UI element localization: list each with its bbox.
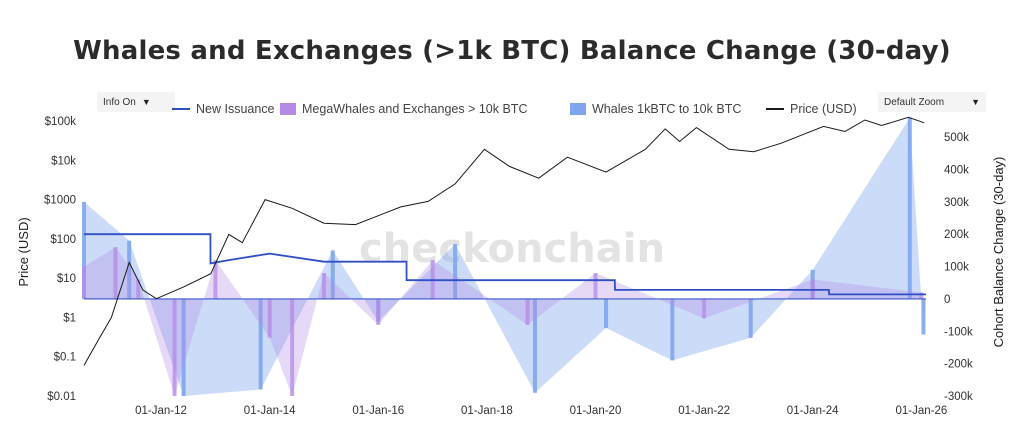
watermark: checkonchain [359, 226, 665, 272]
y-right-axis: 500k 400k 300k 200k 100k 0 -100k -200k -300k [944, 132, 973, 403]
whales-area-fill [84, 117, 924, 396]
whales-area-spike-7 [532, 298, 537, 393]
y-right-tick-label: 400k [944, 165, 969, 177]
x-tick-label: 01-Jan-16 [352, 405, 404, 417]
y-right-axis-title: Cohort Balance Change (30-day) [991, 157, 1006, 348]
legend-entry: Price (USD) [790, 102, 857, 116]
whales-area-spike-12 [907, 117, 912, 299]
y-left-tick-label: $10 [57, 273, 76, 285]
mega-area-spike-0 [82, 266, 86, 299]
y-left-tick-label: $0.1 [54, 352, 76, 364]
info-toggle-label: Info On [103, 96, 136, 108]
whales-area-spike-2 [181, 298, 186, 396]
series-new-issuance [84, 233, 926, 296]
mega-area-spike-4 [213, 260, 218, 299]
x-tick-label: 01-Jan-22 [678, 405, 730, 417]
series-whales-1k-10k [82, 117, 926, 396]
legend-swatch [570, 103, 586, 115]
x-axis: 01-Jan-12 01-Jan-14 01-Jan-16 01-Jan-18 01-J… [135, 405, 947, 417]
watermark-text: checkonchain [359, 226, 665, 272]
whales-area-spike-4 [330, 250, 335, 299]
y-right-tick-label: -100k [944, 326, 973, 338]
y-left-tick-label: $100k [45, 116, 77, 128]
whales-area-spike-0 [82, 201, 86, 299]
x-tick-label: 01-Jan-26 [895, 405, 947, 417]
y-right-tick-label: 500k [944, 132, 969, 144]
whales-area-spike-9 [670, 298, 675, 361]
y-right-tick-label: -200k [944, 359, 973, 371]
whales-area-spike-8 [604, 298, 609, 329]
y-left-tick-label: $0.01 [47, 391, 76, 403]
x-tick-label: 01-Jan-20 [570, 405, 622, 417]
mega-area-spike-3 [172, 298, 177, 396]
chart-title: Whales and Exchanges (>1k BTC) Balance C… [73, 36, 951, 66]
legend-entry: New Issuance [196, 102, 275, 116]
whales-area-spike-13 [921, 298, 926, 335]
y-left-tick-label: $100 [50, 234, 76, 246]
mega-area-spike-5 [267, 298, 272, 338]
chevron-down-icon: ▼ [141, 97, 151, 107]
y-right-tick-label: 100k [944, 262, 969, 274]
x-tick-label: 01-Jan-24 [787, 405, 839, 417]
y-right-tick-label: 200k [944, 229, 969, 241]
y-left-axis: $100k $10k $1000 $100 $10 $1 $0.1 $0.01 [44, 116, 76, 403]
legend-swatch [280, 103, 296, 115]
mega-area-spike-6 [290, 298, 295, 396]
y-left-tick-label: $10k [51, 155, 76, 167]
series-megawhales-exchanges [82, 247, 924, 396]
legend-entry: Whales 1kBTC to 10k BTC [592, 102, 741, 116]
series-price-usd [83, 116, 925, 366]
y-left-tick-label: $1000 [44, 195, 76, 207]
y-left-axis-title: Price (USD) [16, 217, 31, 286]
chevron-down-icon: ▼ [971, 97, 980, 107]
y-left-tick-label: $1 [63, 312, 76, 324]
y-right-tick-label: 0 [944, 294, 950, 306]
mega-area-spike-2 [136, 279, 141, 299]
x-tick-label: 01-Jan-14 [244, 405, 296, 417]
legend: New Issuance MegaWhales and Exchanges > 1… [172, 102, 857, 116]
x-tick-label: 01-Jan-18 [461, 405, 513, 417]
whales-area-spike-3 [258, 298, 263, 390]
whales-area-spike-10 [748, 298, 753, 338]
mega-area-spike-1 [113, 247, 118, 299]
y-right-tick-label: 300k [944, 197, 969, 209]
zoom-select-label: Default Zoom [884, 96, 945, 108]
mega-area-spike-12 [702, 298, 707, 319]
x-tick-label: 01-Jan-12 [135, 405, 187, 417]
mega-area-spike-14 [919, 292, 924, 299]
legend-entry: MegaWhales and Exchanges > 10k BTC [302, 102, 527, 116]
mega-area-spike-11 [593, 273, 598, 299]
mega-area-spike-7 [321, 273, 326, 299]
whales-area-spike-6 [453, 243, 458, 299]
whales-area-spike-1 [127, 240, 132, 299]
mega-area-spike-8 [376, 298, 381, 325]
zoom-select[interactable]: Default Zoom ▼ [878, 92, 986, 112]
mega-area-spike-10 [525, 298, 530, 325]
mega-area-fill [84, 247, 922, 396]
info-toggle-button[interactable]: Info On ▼ [97, 92, 175, 112]
y-right-tick-label: -300k [944, 391, 973, 403]
